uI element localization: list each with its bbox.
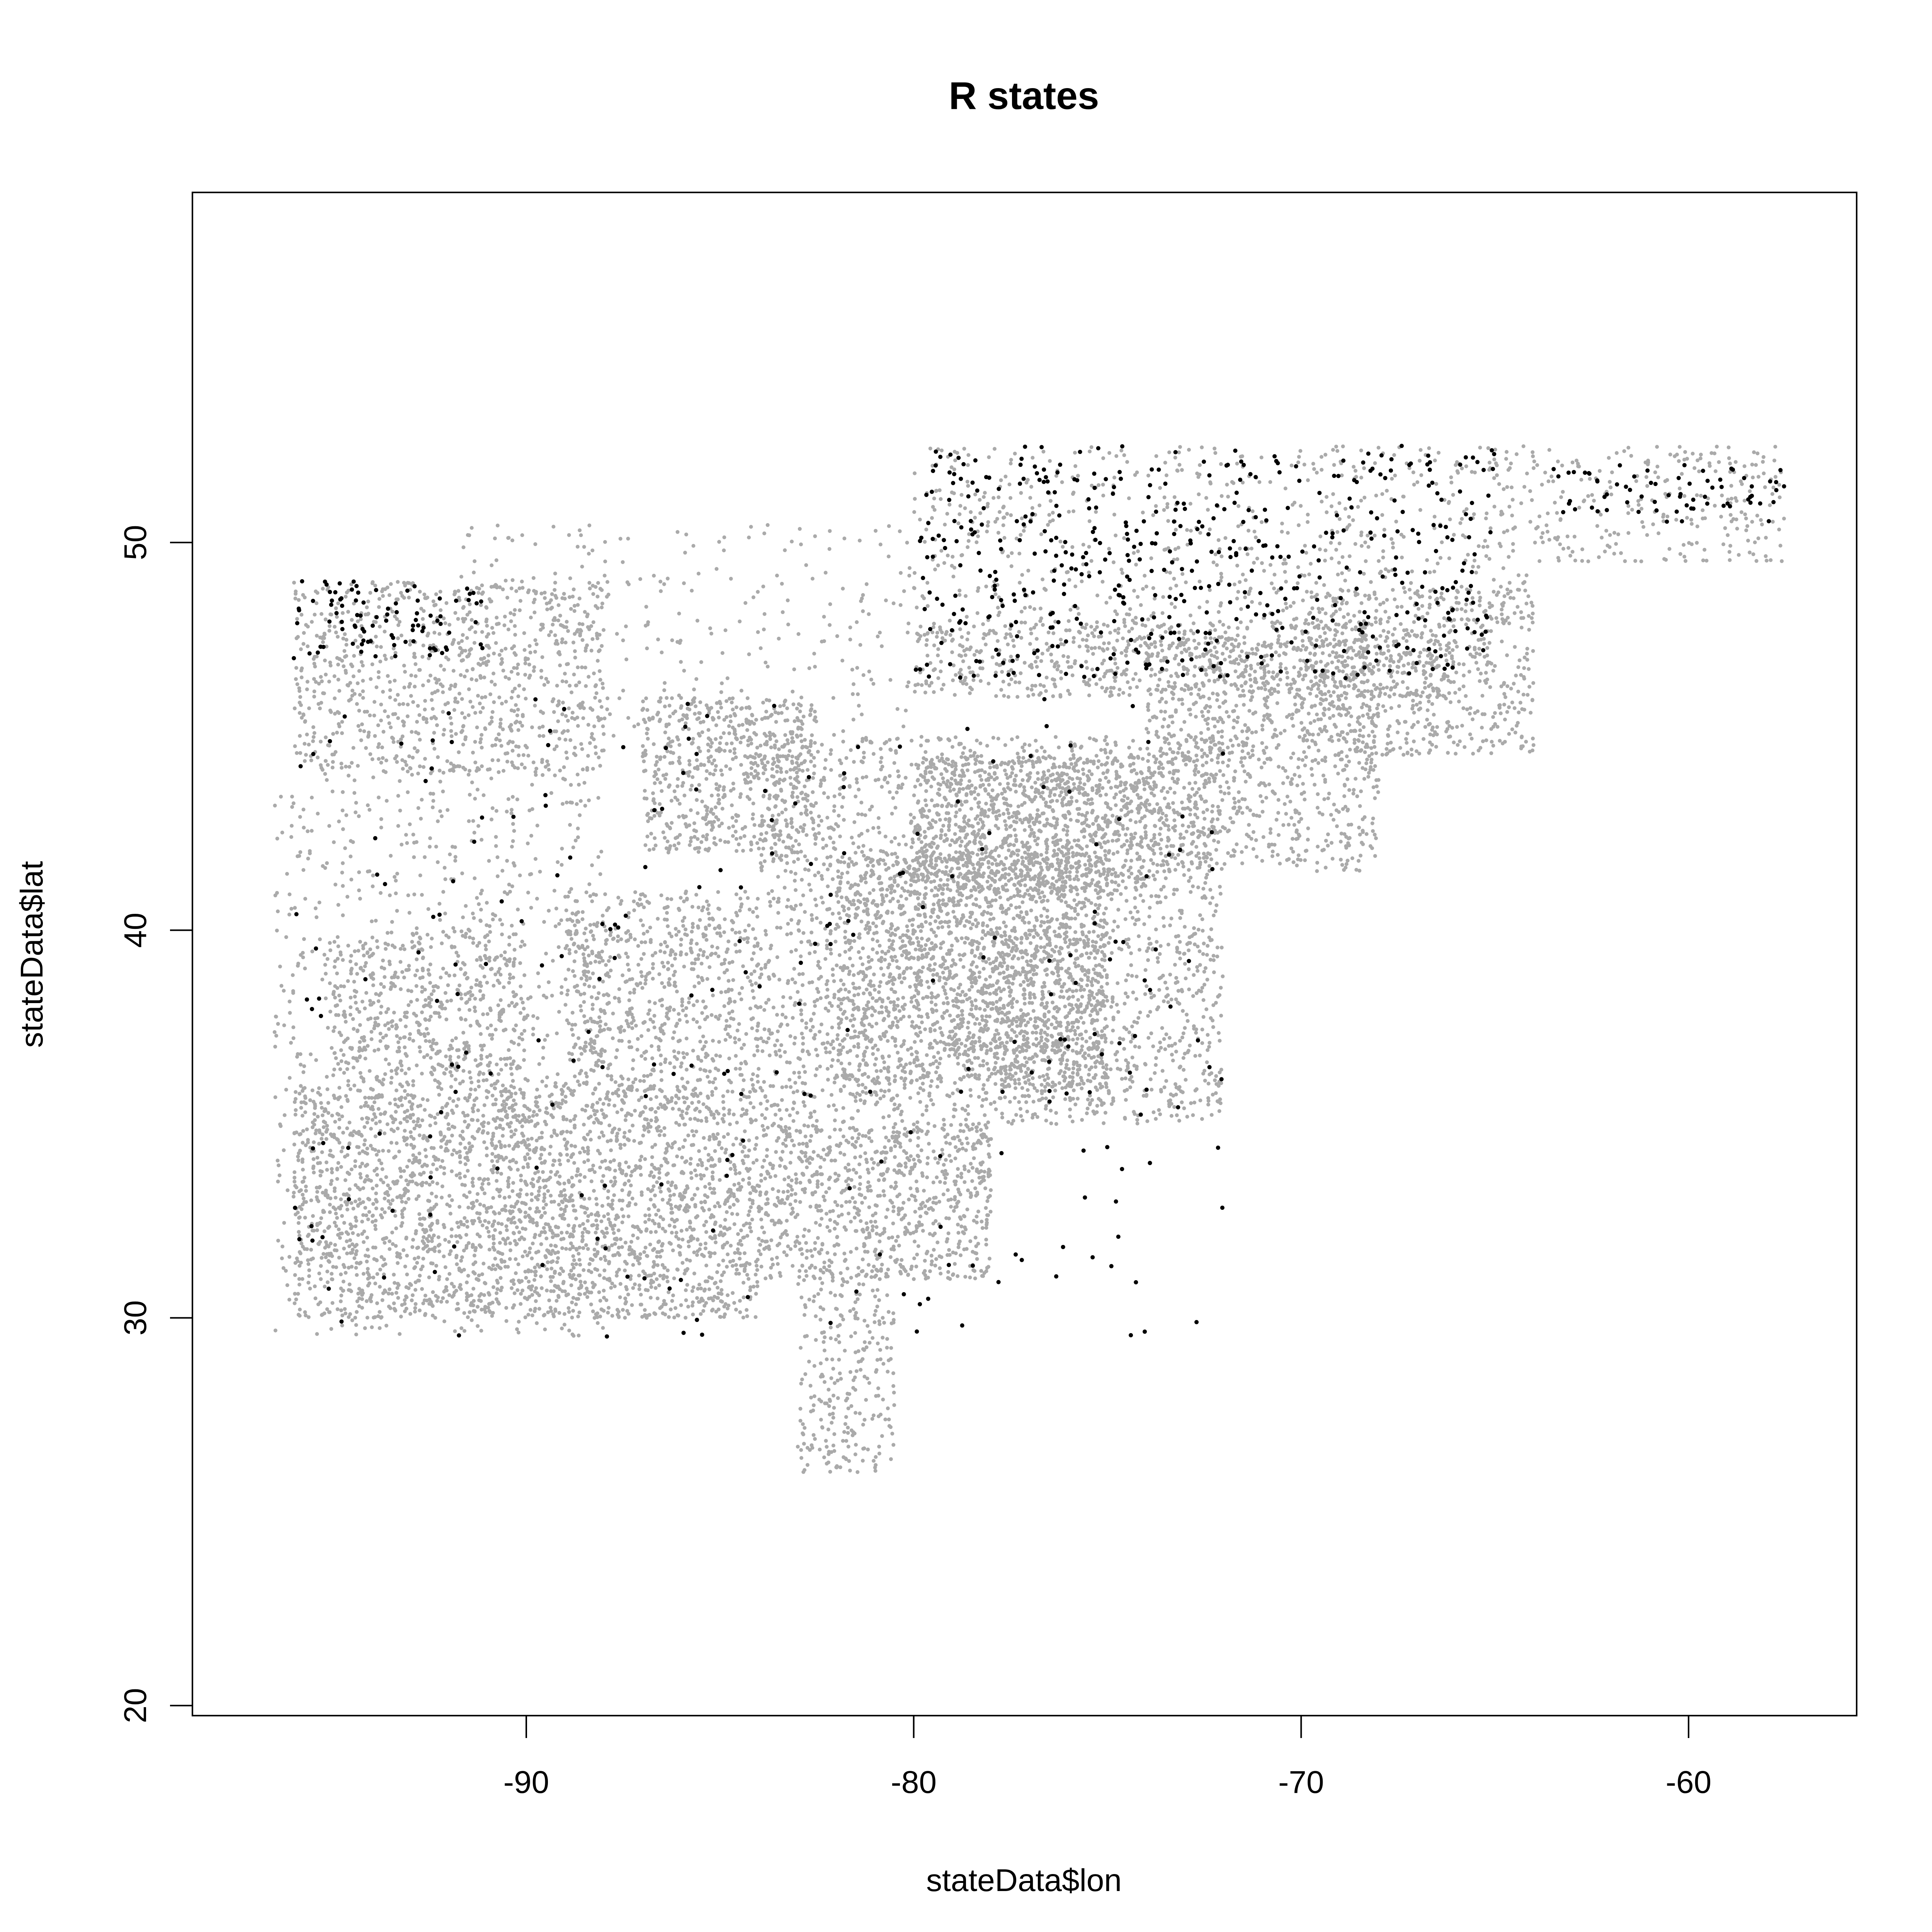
y-tick-label: 50 <box>118 525 153 560</box>
y-tick-label: 20 <box>118 1688 153 1723</box>
points-layer <box>272 444 1786 1474</box>
y-tick-label: 30 <box>118 1300 153 1335</box>
x-tick-label: -60 <box>1666 1765 1712 1800</box>
y-axis-label: stateData$lat <box>14 861 49 1048</box>
x-tick-label: -70 <box>1278 1765 1324 1800</box>
series-2-points <box>292 444 1786 1339</box>
x-axis-label: stateData$lon <box>926 1863 1122 1898</box>
x-tick-label: -80 <box>891 1765 937 1800</box>
x-axis: -90 -80 -70 -60 <box>503 1715 1712 1800</box>
y-tick-label: 40 <box>118 913 153 948</box>
series-1-points <box>272 444 1786 1474</box>
chart-title: R states <box>949 74 1099 117</box>
x-tick-label: -90 <box>503 1765 549 1800</box>
y-axis: 20 30 40 50 <box>118 525 193 1723</box>
